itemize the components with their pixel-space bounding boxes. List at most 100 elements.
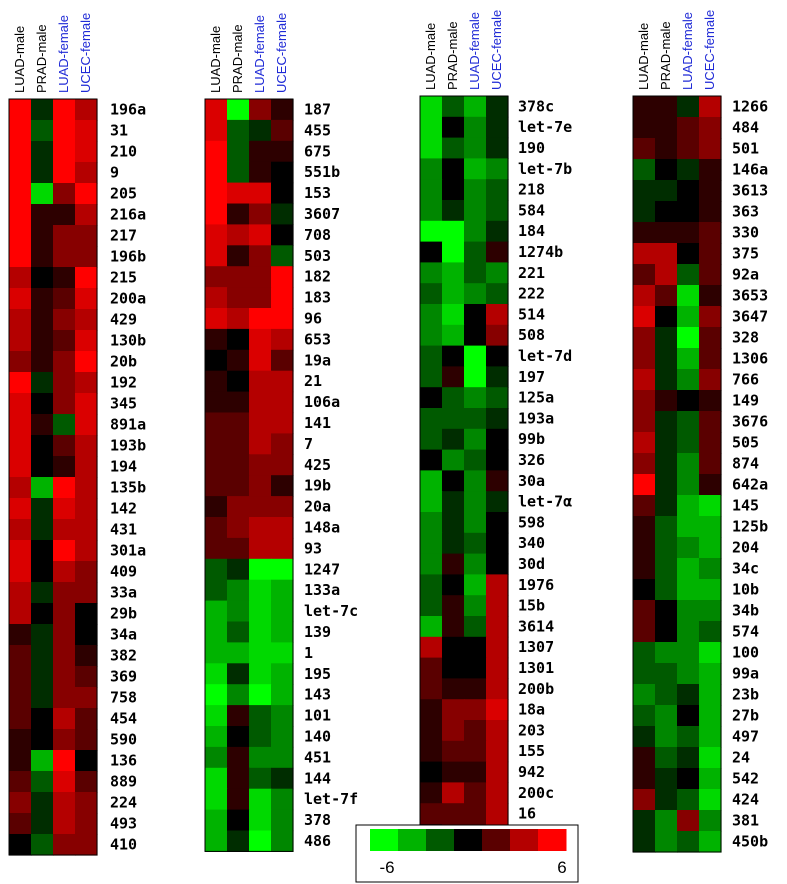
column-label: LUAD-female <box>467 12 482 90</box>
heatmap-cell <box>699 663 722 685</box>
heatmap-cell <box>464 137 487 159</box>
heatmap-cell <box>53 498 76 520</box>
heatmap-cell <box>31 246 54 268</box>
heatmap-cell <box>31 477 54 499</box>
row-label: 508 <box>518 326 545 344</box>
legend-swatch <box>538 829 567 851</box>
heatmap-cell <box>249 726 272 748</box>
heatmap-cell <box>271 245 294 267</box>
heatmap-cell <box>53 393 76 415</box>
row-label: 193a <box>518 409 554 427</box>
heatmap-cell <box>205 203 228 225</box>
heatmap-cell <box>271 266 294 288</box>
row-label: 193b <box>110 437 146 455</box>
heatmap-cell <box>53 582 76 604</box>
row-label: 99b <box>518 430 545 448</box>
heatmap-cell <box>227 454 250 476</box>
heatmap-cell <box>227 287 250 309</box>
heatmap-cell <box>699 768 722 790</box>
heatmap-cell <box>249 809 272 832</box>
heatmap-cell <box>420 512 443 534</box>
heatmap-cell <box>655 390 678 412</box>
heatmap-cell <box>9 708 32 730</box>
heatmap-cell <box>75 393 98 415</box>
heatmap-cell <box>271 809 294 832</box>
heatmap-cell <box>249 475 272 497</box>
heatmap-cell <box>655 453 678 475</box>
heatmap-cell <box>699 138 722 160</box>
heatmap-cell <box>271 600 294 623</box>
heatmap-cell <box>633 810 656 832</box>
heatmap-cell <box>53 414 76 436</box>
row-label: 484 <box>732 119 759 137</box>
heatmap-cell <box>9 456 32 478</box>
heatmap-cell <box>464 96 487 118</box>
heatmap-cell <box>53 183 76 205</box>
row-label: let-7c <box>304 602 358 620</box>
row-label: 19a <box>304 351 331 369</box>
heatmap-cell <box>420 116 443 139</box>
heatmap-cell <box>699 684 722 706</box>
row-label: 205 <box>110 185 137 203</box>
row-label: 3676 <box>732 413 768 431</box>
row-label: 505 <box>732 434 759 452</box>
row-label: 3614 <box>518 617 554 635</box>
row-label: 3653 <box>732 287 768 305</box>
row-label: 92a <box>732 266 759 284</box>
heatmap-cell <box>31 330 54 352</box>
heatmap-cell <box>464 158 487 180</box>
row-label: let-7α <box>518 493 572 511</box>
heatmap-cell <box>271 830 294 852</box>
heatmap-cell <box>227 161 250 184</box>
heatmap-cell <box>464 740 487 763</box>
heatmap-cell <box>420 740 443 763</box>
heatmap-cell <box>464 595 487 617</box>
row-label: 497 <box>732 728 759 746</box>
heatmap-cell <box>655 369 678 391</box>
heatmap-cell <box>486 304 509 326</box>
row-label: 301a <box>110 542 146 560</box>
heatmap-cell <box>655 474 678 496</box>
row-label: 378c <box>518 97 554 115</box>
heatmap-cell <box>699 642 722 664</box>
row-label: 874 <box>732 455 759 473</box>
heatmap-cell <box>486 283 509 305</box>
heatmap-cell <box>420 782 443 804</box>
heatmap-cell <box>655 684 678 706</box>
heatmap-cell <box>271 684 294 706</box>
row-label: 410 <box>110 836 137 854</box>
heatmap-cell <box>633 264 656 286</box>
heatmap-cell <box>9 792 32 814</box>
heatmap-cell <box>633 516 656 538</box>
heatmap-cell <box>249 746 272 769</box>
heatmap-cell <box>9 729 32 751</box>
heatmap-cell <box>227 370 250 393</box>
heatmap-cell <box>227 99 250 121</box>
heatmap-cell <box>271 308 294 330</box>
heatmap-cell <box>205 287 228 309</box>
heatmap-cell <box>677 684 700 706</box>
heatmap-cell <box>31 729 54 751</box>
heatmap-cell <box>655 810 678 832</box>
heatmap-cell <box>9 540 32 562</box>
heatmap-cell <box>442 449 465 471</box>
heatmap-cell <box>9 246 32 268</box>
heatmap-cell <box>677 474 700 496</box>
heatmap-cell <box>271 726 294 748</box>
heatmap-cell <box>205 454 228 476</box>
row-label: 20a <box>304 498 331 516</box>
heatmap-cell <box>486 428 509 451</box>
heatmap-cell <box>442 241 465 263</box>
heatmap-cell <box>271 579 294 602</box>
heatmap-cell <box>486 616 509 638</box>
heatmap-cell <box>420 304 443 326</box>
heatmap-cell <box>486 678 509 700</box>
heatmap-cell <box>31 456 54 478</box>
heatmap-panel-3: LUAD-male PRAD-male LUAD-female UCEC-female… <box>419 10 572 846</box>
row-label: 133a <box>304 581 340 599</box>
heatmap-cell <box>677 453 700 475</box>
heatmap-cell <box>53 687 76 709</box>
heatmap-cell <box>699 432 722 454</box>
heatmap-cell <box>699 537 722 559</box>
